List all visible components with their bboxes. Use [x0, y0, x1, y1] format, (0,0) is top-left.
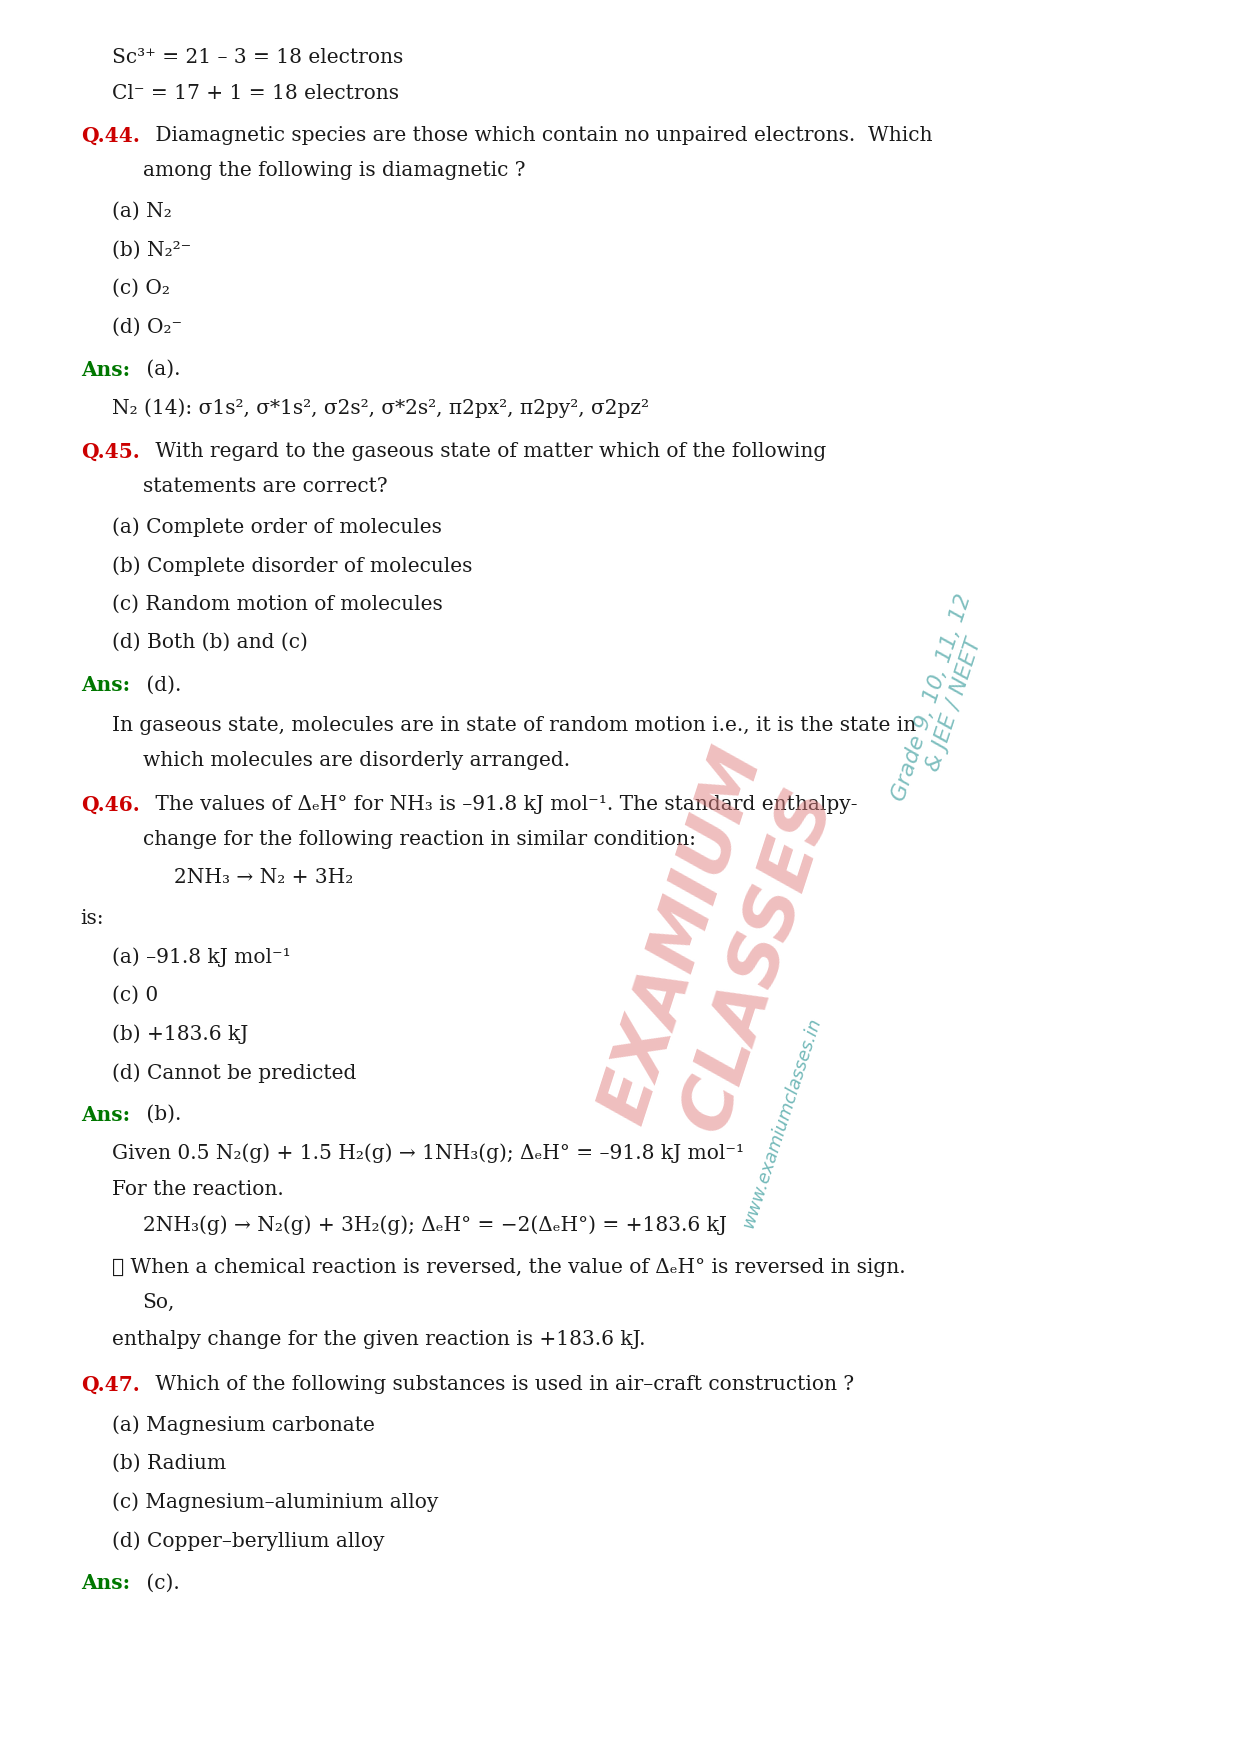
Text: Q.46.: Q.46.: [81, 795, 139, 814]
Text: is:: is:: [81, 909, 104, 928]
Text: (c).: (c).: [140, 1573, 180, 1593]
Text: ∴ When a chemical reaction is reversed, the value of ΔₑH° is reversed in sign.: ∴ When a chemical reaction is reversed, …: [112, 1258, 906, 1277]
Text: Grade 9, 10, 11, 12
& JEE / NEET: Grade 9, 10, 11, 12 & JEE / NEET: [889, 591, 998, 812]
Text: The values of ΔₑH° for NH₃ is –91.8 kJ mol⁻¹. The standard enthalpy-: The values of ΔₑH° for NH₃ is –91.8 kJ m…: [149, 795, 858, 814]
Text: which molecules are disorderly arranged.: which molecules are disorderly arranged.: [143, 751, 570, 770]
Text: (a) Magnesium carbonate: (a) Magnesium carbonate: [112, 1415, 375, 1435]
Text: Cl⁻ = 17 + 1 = 18 electrons: Cl⁻ = 17 + 1 = 18 electrons: [112, 84, 398, 103]
Text: (b).: (b).: [140, 1105, 181, 1124]
Text: (b) Complete disorder of molecules: (b) Complete disorder of molecules: [112, 556, 472, 575]
Text: Given 0.5 N₂(g) + 1.5 H₂(g) → 1NH₃(g); ΔₑH° = –91.8 kJ mol⁻¹: Given 0.5 N₂(g) + 1.5 H₂(g) → 1NH₃(g); Δ…: [112, 1144, 743, 1163]
Text: For the reaction.: For the reaction.: [112, 1180, 283, 1200]
Text: enthalpy change for the given reaction is +183.6 kJ.: enthalpy change for the given reaction i…: [112, 1330, 645, 1349]
Text: change for the following reaction in similar condition:: change for the following reaction in sim…: [143, 830, 696, 849]
Text: statements are correct?: statements are correct?: [143, 477, 387, 496]
Text: (c) O₂: (c) O₂: [112, 279, 170, 298]
Text: 2NH₃ → N₂ + 3H₂: 2NH₃ → N₂ + 3H₂: [174, 868, 352, 888]
Text: (d) Cannot be predicted: (d) Cannot be predicted: [112, 1063, 356, 1082]
Text: (c) Random motion of molecules: (c) Random motion of molecules: [112, 595, 443, 614]
Text: among the following is diamagnetic ?: among the following is diamagnetic ?: [143, 161, 525, 181]
Text: www.examiumclasses.in: www.examiumclasses.in: [740, 1016, 824, 1230]
Text: 2NH₃(g) → N₂(g) + 3H₂(g); ΔₑH° = −2(ΔₑH°) = +183.6 kJ: 2NH₃(g) → N₂(g) + 3H₂(g); ΔₑH° = −2(ΔₑH°…: [143, 1216, 726, 1235]
Text: With regard to the gaseous state of matter which of the following: With regard to the gaseous state of matt…: [149, 442, 827, 461]
Text: Q.44.: Q.44.: [81, 126, 139, 146]
Text: EXAMIUM
CLASSES: EXAMIUM CLASSES: [588, 738, 851, 1156]
Text: (c) Magnesium–aluminium alloy: (c) Magnesium–aluminium alloy: [112, 1493, 438, 1512]
Text: Which of the following substances is used in air–craft construction ?: Which of the following substances is use…: [149, 1375, 854, 1394]
Text: (d) Both (b) and (c): (d) Both (b) and (c): [112, 633, 308, 652]
Text: N₂ (14): σ1s², σ*1s², σ2s², σ*2s², π2px², π2py², σ2pz²: N₂ (14): σ1s², σ*1s², σ2s², σ*2s², π2px²…: [112, 398, 649, 417]
Text: So,: So,: [143, 1293, 175, 1312]
Text: (a) –91.8 kJ mol⁻¹: (a) –91.8 kJ mol⁻¹: [112, 947, 290, 966]
Text: Q.45.: Q.45.: [81, 442, 139, 461]
Text: (d) Copper–beryllium alloy: (d) Copper–beryllium alloy: [112, 1531, 385, 1551]
Text: (d) O₂⁻: (d) O₂⁻: [112, 317, 182, 337]
Text: (a).: (a).: [140, 360, 181, 379]
Text: Ans:: Ans:: [81, 1105, 130, 1124]
Text: (b) Radium: (b) Radium: [112, 1454, 226, 1473]
Text: Ans:: Ans:: [81, 360, 130, 379]
Text: (a) N₂: (a) N₂: [112, 202, 171, 221]
Text: Sc³⁺ = 21 – 3 = 18 electrons: Sc³⁺ = 21 – 3 = 18 electrons: [112, 47, 403, 67]
Text: (d).: (d).: [140, 675, 181, 695]
Text: (c) 0: (c) 0: [112, 986, 158, 1005]
Text: Diamagnetic species are those which contain no unpaired electrons.  Which: Diamagnetic species are those which cont…: [149, 126, 932, 146]
Text: Q.47.: Q.47.: [81, 1375, 139, 1394]
Text: (b) N₂²⁻: (b) N₂²⁻: [112, 240, 191, 260]
Text: Ans:: Ans:: [81, 1573, 130, 1593]
Text: Ans:: Ans:: [81, 675, 130, 695]
Text: In gaseous state, molecules are in state of random motion i.e., it is the state : In gaseous state, molecules are in state…: [112, 716, 916, 735]
Text: (b) +183.6 kJ: (b) +183.6 kJ: [112, 1024, 248, 1044]
Text: (a) Complete order of molecules: (a) Complete order of molecules: [112, 517, 442, 537]
